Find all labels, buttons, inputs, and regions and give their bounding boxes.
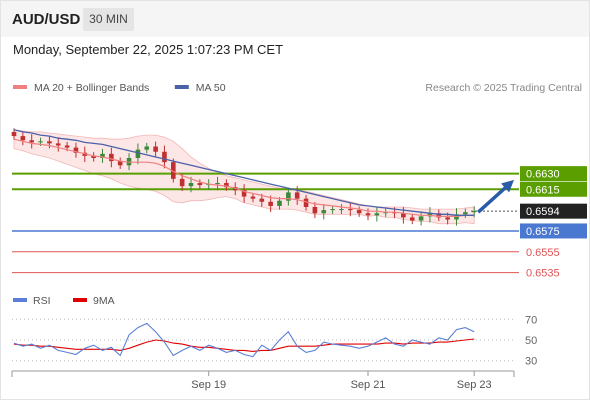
candle-body — [250, 196, 256, 199]
candle-body — [277, 200, 282, 206]
candle-body — [29, 140, 34, 143]
candle-body — [188, 183, 194, 187]
rsi-tick-label: 50 — [525, 335, 537, 347]
candle-body — [356, 210, 362, 214]
candle-body — [47, 141, 52, 144]
projection-arrow — [477, 184, 509, 214]
support-label: 0.6575 — [526, 226, 560, 238]
candle-body — [109, 153, 114, 162]
timestamp: Monday, September 22, 2025 1:07:23 PM CE… — [13, 42, 284, 57]
currency-pair-title: AUD/USD — [12, 11, 81, 28]
candle-body — [11, 131, 17, 137]
candle-body — [463, 212, 468, 215]
candle-body — [241, 190, 247, 197]
x-tick-label: Sep 21 — [351, 379, 386, 391]
rsi-tick-label: 30 — [525, 356, 537, 368]
ma20-line — [13, 138, 475, 217]
candle-body — [445, 217, 450, 220]
candle-body — [197, 183, 203, 186]
candle-body — [153, 146, 158, 152]
candle-body — [294, 192, 300, 199]
candle-body — [215, 183, 220, 185]
attribution: Research © 2025 Trading Central — [425, 82, 582, 94]
legend-swatch — [13, 298, 27, 302]
resistance-label: 0.6615 — [526, 184, 560, 196]
last-price-label: 0.6594 — [526, 206, 560, 218]
candle-body — [179, 178, 185, 187]
candle-body — [171, 162, 176, 179]
legend-label: MA 50 — [196, 82, 226, 94]
resistance-label-box — [520, 181, 587, 197]
legend-swatch — [174, 85, 189, 89]
candle-body — [401, 213, 406, 218]
candle-body — [224, 183, 229, 188]
candle-body — [409, 217, 415, 221]
last-price-label-box — [520, 203, 587, 219]
resistance-label: 0.6630 — [526, 169, 560, 181]
candle-body — [436, 213, 442, 218]
candle-body — [312, 206, 318, 214]
legend-label: RSI — [33, 295, 51, 307]
candle-body — [365, 213, 371, 216]
header-bar: AUD/USD 30 MIN — [1, 1, 589, 37]
candle-body — [73, 147, 79, 153]
candle-body — [348, 209, 353, 211]
candle-body — [286, 192, 291, 201]
candle-body — [259, 198, 265, 202]
candle-body — [321, 210, 327, 214]
candle-body — [64, 145, 70, 148]
candle-body — [339, 209, 344, 211]
candle-body — [162, 151, 167, 163]
rsi-line — [13, 322, 475, 358]
candle-body — [144, 146, 150, 150]
timeframe-button[interactable]: 30 MIN — [83, 8, 134, 31]
minor-level-label: 0.6535 — [526, 268, 560, 280]
candle-body — [20, 136, 26, 141]
candle-body — [303, 198, 309, 207]
projection-arrowhead — [501, 179, 514, 193]
resistance-label-box — [520, 166, 587, 182]
candle-body — [117, 161, 123, 166]
ma50-line — [13, 129, 475, 216]
legend-label: MA 20 + Bollinger Bands — [34, 82, 149, 94]
candle-body — [330, 209, 335, 211]
support-label-box — [520, 223, 587, 239]
candle-body — [374, 213, 380, 216]
minor-level-label: 0.6555 — [526, 247, 560, 259]
candle-body — [38, 141, 43, 143]
candle-body — [100, 153, 105, 158]
candle-body — [135, 149, 141, 158]
x-tick-label: Sep 23 — [457, 379, 492, 391]
x-tick-label: Sep 19 — [191, 379, 226, 391]
bollinger-band — [13, 129, 475, 225]
rsi-tick-label: 70 — [525, 314, 537, 326]
candle-body — [55, 143, 61, 146]
legend-swatch — [13, 85, 27, 89]
candle-body — [471, 211, 477, 213]
legend-swatch — [73, 298, 87, 302]
candle-body — [268, 201, 273, 206]
candle-body — [418, 216, 424, 221]
candle-body — [91, 155, 96, 158]
legend-label: 9MA — [93, 295, 115, 307]
rsi-ma-line — [13, 338, 475, 352]
